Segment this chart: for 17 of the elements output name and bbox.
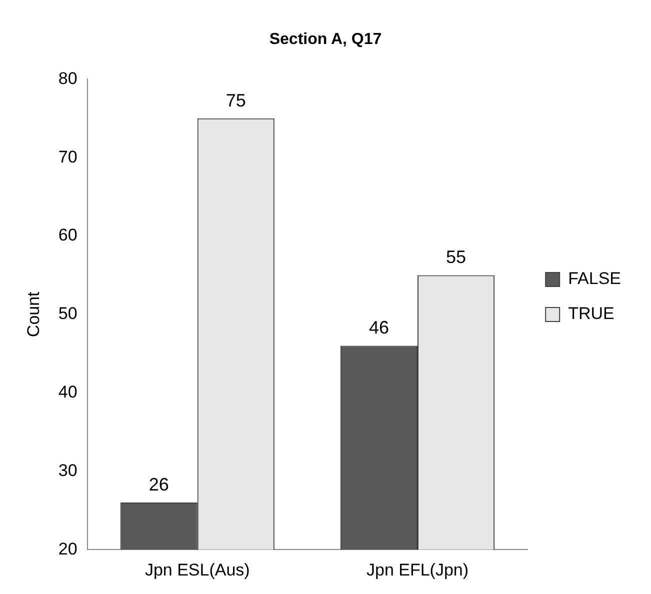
legend-label: FALSE	[568, 269, 622, 288]
y-tick-label: 50	[58, 304, 78, 324]
x-tick-label: Jpn ESL(Aus)	[144, 560, 250, 580]
y-tick-label: 60	[58, 226, 78, 245]
y-tick-label: 40	[58, 382, 78, 402]
x-tick-label: Jpn EFL(Jpn)	[366, 560, 469, 580]
y-tick-label: 30	[58, 460, 78, 480]
legend-label: TRUE	[568, 304, 614, 324]
y-tick-label: 70	[58, 147, 78, 166]
y-tick-label: 80	[58, 68, 78, 88]
data-label: 75	[226, 90, 246, 110]
data-label: 55	[446, 247, 466, 268]
data-label: 26	[148, 474, 169, 495]
data-label: 46	[368, 318, 390, 338]
y-tick-label: 20	[58, 539, 78, 558]
y-axis-title: Count	[24, 291, 43, 338]
chart-title: Section A, Q17	[269, 31, 382, 48]
